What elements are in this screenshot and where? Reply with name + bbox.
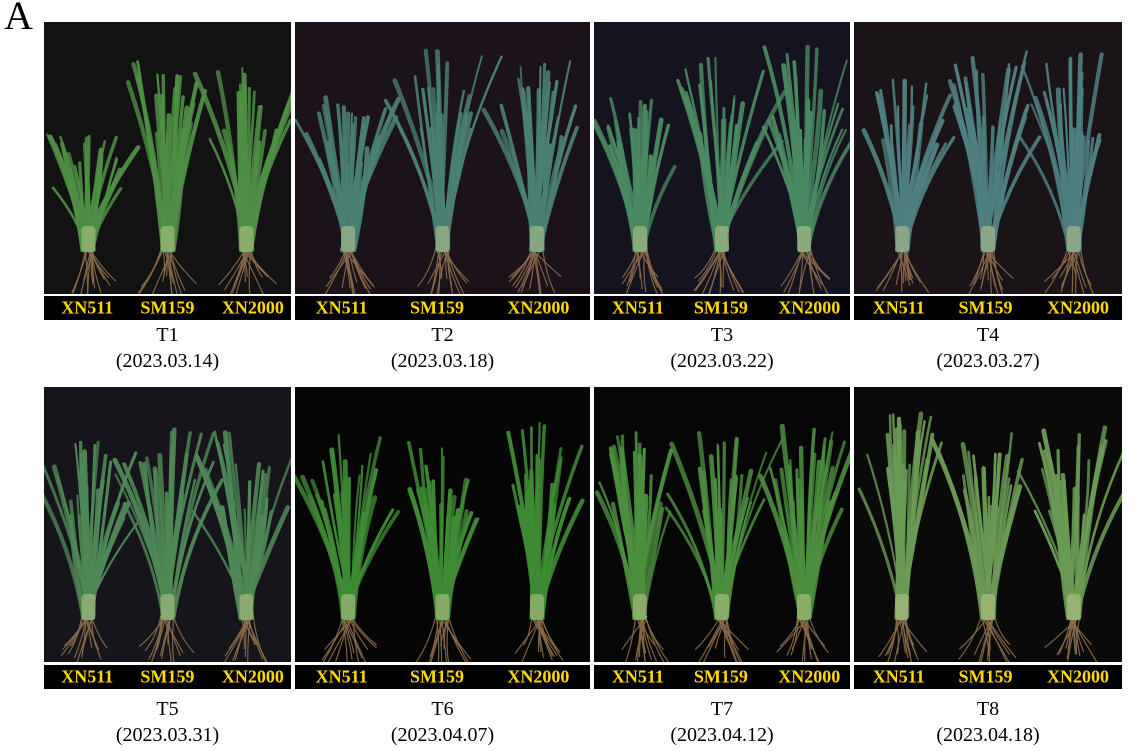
sampling-date: (2023.03.27): [936, 350, 1040, 372]
plant-photo: [854, 22, 1122, 294]
plant-photo: [44, 387, 291, 662]
time-point-caption: T6 (2023.04.07): [295, 696, 590, 748]
plant-photo: [594, 387, 850, 662]
time-point-caption: T1 (2023.03.14): [44, 322, 291, 374]
sampling-date: (2023.04.07): [390, 724, 495, 746]
time-point-label: T1: [156, 324, 179, 346]
time-point-label: T7: [710, 698, 734, 720]
time-point-caption: T2 (2023.03.18): [295, 322, 590, 374]
cultivar-label-xn2000: XN2000: [221, 666, 284, 687]
cultivar-label-xn511: XN511: [872, 666, 925, 687]
cultivar-label-sm159: SM159: [140, 297, 195, 318]
cultivar-label-xn2000: XN2000: [507, 297, 570, 318]
time-point-caption: T4 (2023.03.27): [854, 322, 1122, 374]
wheat-plants-illustration: [594, 423, 850, 662]
plant-photo: [295, 22, 590, 294]
time-point-caption: T8 (2023.04.18): [854, 696, 1122, 748]
sampling-date: (2023.03.31): [115, 724, 220, 746]
cultivar-label-bar: XN511 SM159 XN2000: [854, 296, 1122, 320]
wheat-plants-illustration: [861, 50, 1104, 294]
cultivar-label-sm159: SM159: [410, 666, 465, 687]
figure-label: A: [4, 0, 33, 38]
wheat-plants-illustration: [44, 427, 291, 662]
time-point-label: T2: [431, 324, 454, 346]
cultivar-label-bar: XN511 SM159 XN2000: [594, 296, 850, 320]
time-point-label: T5: [156, 698, 179, 720]
cultivar-label-xn511: XN511: [872, 297, 925, 318]
time-point-label: T6: [431, 698, 454, 720]
cultivar-label-xn511: XN511: [61, 666, 114, 687]
sampling-date: (2023.04.18): [936, 724, 1040, 746]
wheat-plants-illustration: [295, 48, 579, 294]
plant-photo: [594, 22, 850, 294]
time-point-label: T3: [710, 324, 734, 346]
time-point-label: T8: [976, 698, 1000, 720]
time-point-caption: T7 (2023.04.12): [594, 696, 850, 748]
cultivar-label-sm159: SM159: [140, 666, 195, 687]
cultivar-label-xn2000: XN2000: [507, 666, 570, 687]
sampling-date: (2023.03.14): [115, 350, 220, 372]
plant-photo: [44, 22, 291, 294]
cultivar-label-bar: XN511 SM159 XN2000: [594, 665, 850, 689]
wheat-plants-illustration: [46, 60, 291, 294]
cultivar-label-xn511: XN511: [611, 297, 664, 318]
cultivar-label-xn2000: XN2000: [778, 666, 841, 687]
cultivar-label-xn2000: XN2000: [1046, 297, 1109, 318]
cultivar-label-xn511: XN511: [315, 297, 368, 318]
cultivar-label-sm159: SM159: [693, 666, 748, 687]
cultivar-label-sm159: SM159: [958, 297, 1013, 318]
cultivar-label-xn511: XN511: [315, 666, 368, 687]
wheat-plants-illustration: [594, 44, 850, 294]
cultivar-label-xn2000: XN2000: [778, 297, 841, 318]
wheat-plants-illustration: [295, 422, 585, 662]
cultivar-label-sm159: SM159: [958, 666, 1013, 687]
cultivar-label-bar: XN511 SM159 XN2000: [44, 665, 291, 689]
cultivar-label-xn2000: XN2000: [1046, 666, 1109, 687]
sampling-date: (2023.03.18): [390, 350, 495, 372]
time-point-label: T4: [976, 324, 1000, 346]
plant-photo: [854, 387, 1122, 662]
plant-photo: [295, 387, 590, 662]
cultivar-label-sm159: SM159: [693, 297, 748, 318]
cultivar-label-xn511: XN511: [61, 297, 114, 318]
cultivar-label-bar: XN511 SM159 XN2000: [295, 296, 590, 320]
wheat-plants-illustration: [857, 411, 1122, 662]
sampling-date: (2023.03.22): [670, 350, 774, 372]
sampling-date: (2023.04.12): [670, 724, 774, 746]
cultivar-label-xn2000: XN2000: [221, 297, 284, 318]
cultivar-label-bar: XN511 SM159 XN2000: [854, 665, 1122, 689]
cultivar-label-bar: XN511 SM159 XN2000: [295, 665, 590, 689]
time-point-caption: T5 (2023.03.31): [44, 696, 291, 748]
time-point-caption: T3 (2023.03.22): [594, 322, 850, 374]
cultivar-label-bar: XN511 SM159 XN2000: [44, 296, 291, 320]
cultivar-label-xn511: XN511: [611, 666, 664, 687]
cultivar-label-sm159: SM159: [410, 297, 465, 318]
